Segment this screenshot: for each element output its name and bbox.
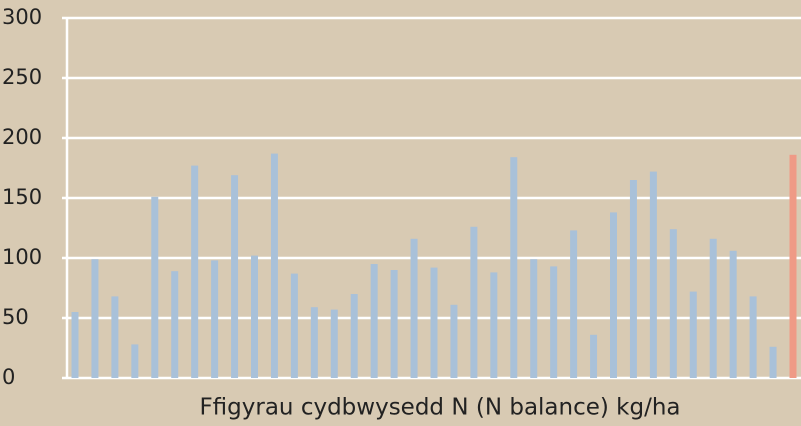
x-axis-label: Ffigyrau cydbwysedd N (N balance) kg/ha (199, 395, 680, 421)
bar (610, 212, 617, 378)
bar (71, 312, 79, 378)
bar (111, 296, 119, 378)
bar (211, 260, 219, 378)
bar (450, 304, 458, 378)
bar (270, 153, 278, 378)
bar (91, 259, 99, 378)
bar (550, 266, 558, 378)
y-tick-label: 250 (2, 65, 42, 89)
bar (131, 344, 139, 378)
bar (410, 238, 418, 378)
bar (430, 267, 438, 378)
bar (370, 264, 378, 378)
bar (470, 226, 478, 378)
y-tick-label: 100 (2, 245, 42, 269)
bar (530, 259, 538, 378)
bar (649, 171, 657, 378)
bar (729, 250, 737, 378)
bar (330, 309, 338, 378)
y-tick-label: 50 (2, 305, 29, 329)
bar (151, 196, 159, 378)
y-tick-label: 150 (2, 185, 42, 209)
bar (390, 270, 398, 378)
bar (290, 273, 298, 378)
y-tick-label: 200 (2, 125, 42, 149)
bar (251, 255, 258, 378)
bar (789, 154, 797, 378)
y-tick-label: 0 (2, 365, 15, 389)
bar (709, 238, 717, 378)
bar (310, 307, 318, 378)
bar (689, 291, 697, 378)
bar (769, 346, 777, 378)
bar (350, 294, 358, 378)
bar (510, 157, 518, 378)
y-tick-label: 300 (2, 5, 42, 29)
bar (749, 296, 757, 378)
bar (490, 272, 498, 378)
bar (629, 180, 637, 378)
bar (171, 271, 179, 378)
bar (590, 334, 598, 378)
bar (231, 175, 239, 378)
bar (669, 229, 677, 378)
bar (570, 230, 578, 378)
bar (191, 165, 199, 378)
